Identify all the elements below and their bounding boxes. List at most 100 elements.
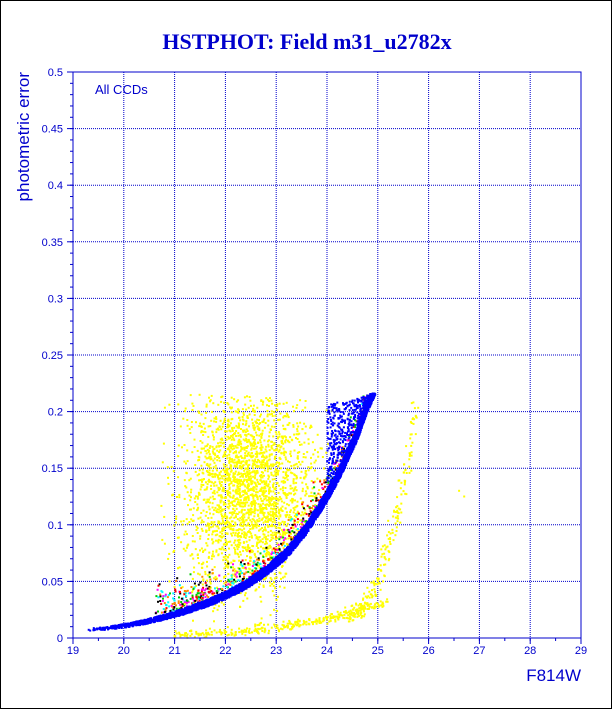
scatter-point [227,474,229,476]
scatter-point [192,620,194,622]
scatter-point [199,538,201,540]
scatter-point [278,462,280,464]
scatter-point [351,611,353,613]
scatter-point [206,457,208,459]
scatter-point [270,539,272,541]
scatter-point [200,425,202,427]
scatter-point [238,556,240,558]
scatter-point [238,435,240,437]
scatter-point [238,461,240,463]
scatter-point [287,460,289,462]
scatter-point [173,524,175,526]
scatter-point [260,540,262,542]
scatter-point [314,470,316,472]
scatter-point [286,532,288,534]
scatter-point [237,447,239,449]
outlier-point [316,497,318,499]
scatter-point [244,504,246,506]
scatter-point [285,573,287,575]
outlier-point [190,573,192,575]
scatter-point [205,542,207,544]
scatter-point [251,521,253,523]
scatter-point [302,488,304,490]
scatter-point [214,530,216,532]
scatter-point [197,459,199,461]
scatter-point [272,491,274,493]
scatter-point [246,415,248,417]
scatter-point [395,506,397,508]
scatter-point [219,629,221,631]
scatter-point [200,452,202,454]
scatter-point [380,564,382,566]
scatter-point [250,480,252,482]
scatter-point [188,521,190,523]
scatter-point [225,532,227,534]
scatter-point [208,557,210,559]
scatter-point [217,522,219,524]
scatter-point [237,548,239,550]
scatter-point [265,482,267,484]
scatter-point [216,469,218,471]
scatter-point [245,422,247,424]
scatter-point [161,539,163,541]
scatter-point [397,520,399,522]
scatter-point [272,590,274,592]
outlier-point [308,515,310,517]
scatter-point [278,509,280,511]
scatter-point [254,414,256,416]
scatter-point [285,439,287,441]
scatter-point [189,428,191,430]
scatter-point [249,628,251,630]
scatter-point [388,551,390,553]
scatter-point [229,512,231,514]
outlier-point [218,575,220,577]
scatter-point [338,613,340,615]
scatter-point [337,611,339,613]
scatter-point [234,549,236,551]
scatter-point [272,435,274,437]
scatter-point [414,407,416,409]
scatter-point [231,418,233,420]
scatter-point [211,558,213,560]
scatter-point [279,413,281,415]
scatter-point [399,522,401,524]
scatter-point [205,412,207,414]
scatter-point [189,499,191,501]
scatter-point [375,583,377,585]
scatter-point [259,439,261,441]
scatter-point [241,533,243,535]
scatter-point [225,559,227,561]
scatter-point [381,556,383,558]
scatter-point [368,591,370,593]
scatter-point [186,419,188,421]
scatter-point [238,631,240,633]
scatter-point [257,515,259,517]
scatter-point [274,415,276,417]
scatter-point [219,531,221,533]
scatter-point [267,413,269,415]
scatter-point [204,428,206,430]
scatter-point [184,479,186,481]
scatter-point [280,498,282,500]
scatter-point [238,501,240,503]
scatter-point [387,601,389,603]
scatter-point [244,594,246,596]
scatter-point [244,434,246,436]
scatter-point [227,520,229,522]
scatter-point [247,430,249,432]
outlier-point [198,598,200,600]
scatter-point [207,517,209,519]
scatter-point [189,432,191,434]
scatter-point [212,448,214,450]
scatter-point [176,632,178,634]
scatter-point [209,513,211,515]
outlier-point [291,530,293,532]
outlier-point [263,550,265,552]
scatter-point [233,547,235,549]
outlier-point [278,531,280,533]
scatter-point [270,534,272,536]
outlier-point [206,584,208,586]
scatter-point [186,635,188,637]
scatter-point [340,612,342,614]
scatter-point [209,573,211,575]
